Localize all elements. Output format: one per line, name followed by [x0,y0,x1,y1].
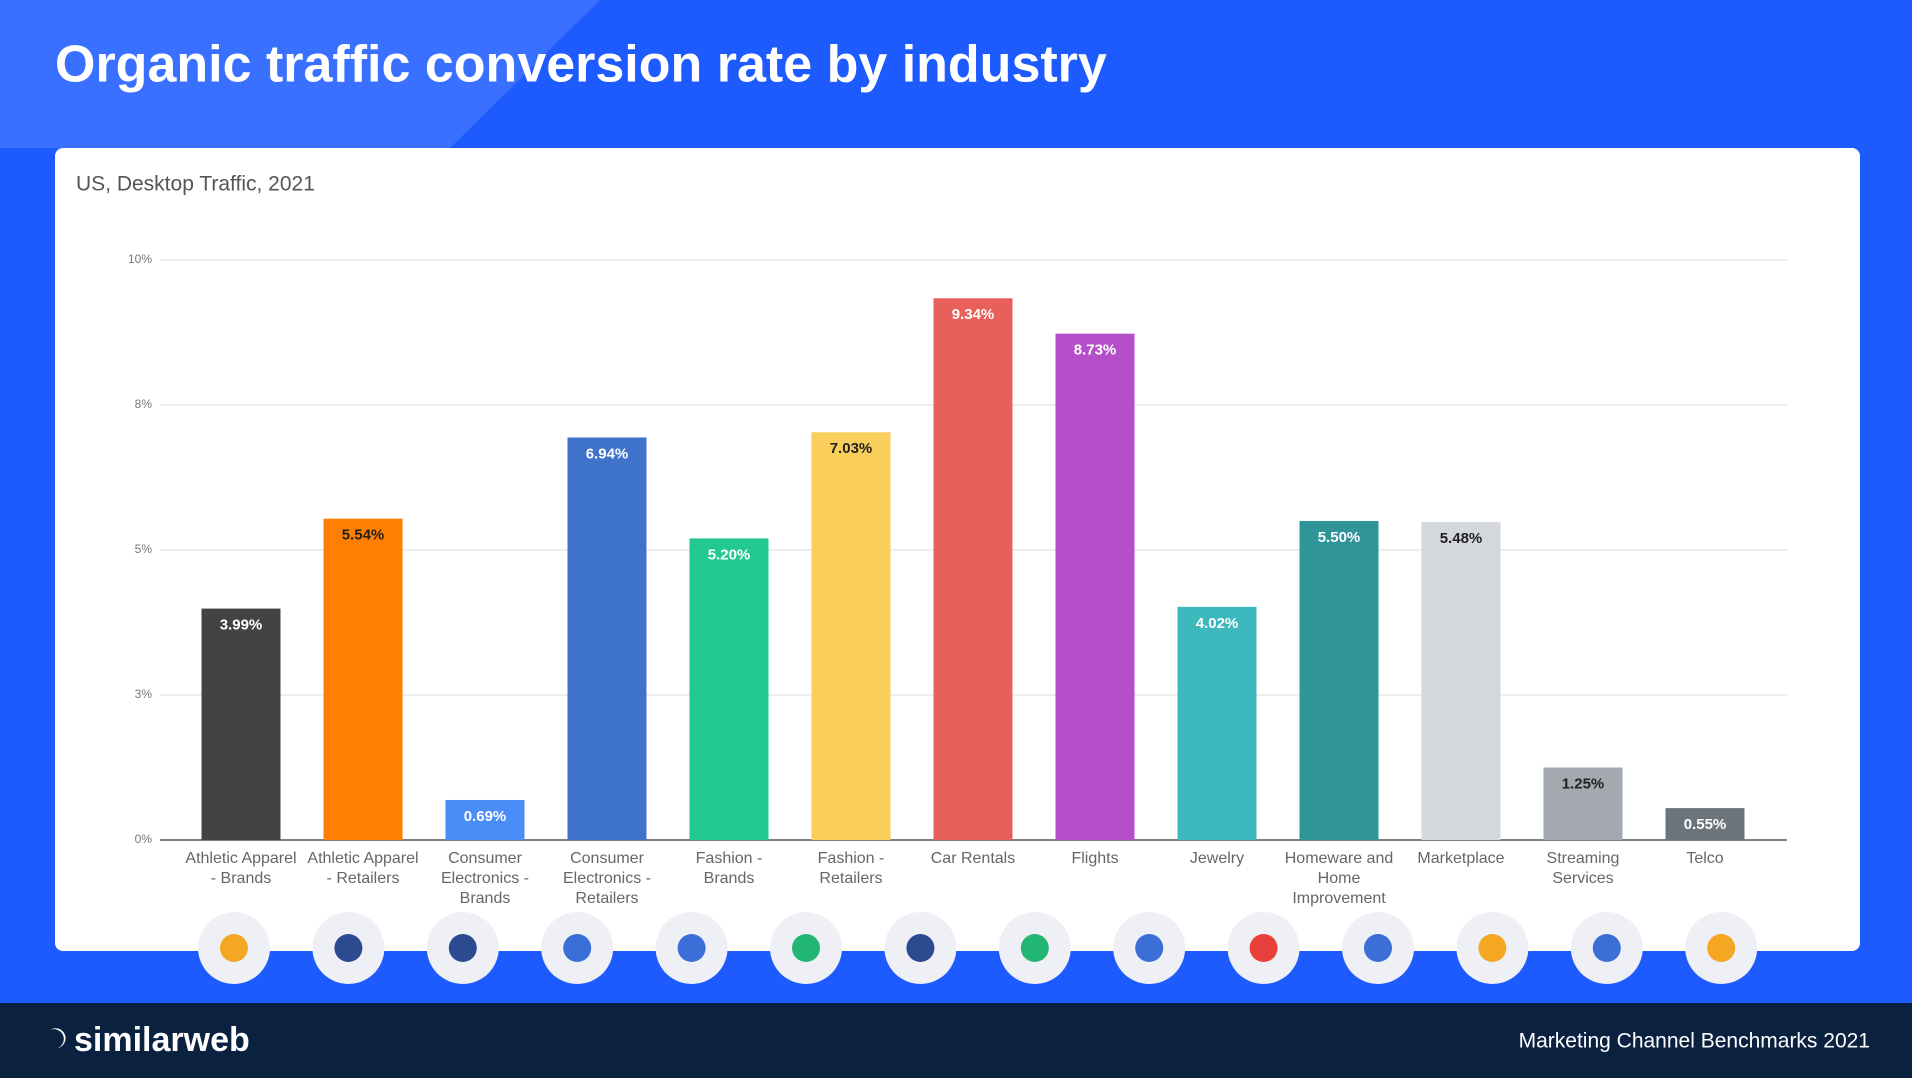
value-label: 4.02% [1196,615,1239,632]
value-label: 1.25% [1562,775,1605,792]
y-tick-label: 8% [135,397,153,411]
bar [323,518,403,840]
bar [445,799,525,840]
y-tick-label: 5% [135,542,153,556]
bar [201,608,281,840]
bar [1665,808,1745,840]
value-label: 5.20% [708,546,751,563]
value-label: 6.94% [586,445,629,462]
x-tick-label: Athletic Apparel - Brands [185,850,297,887]
x-tick-label: Fashion - Retailers [817,850,885,887]
icons [198,912,1758,984]
x-tick-label: Consumer Electronics - Retailers [562,850,652,907]
bar [1421,522,1501,840]
x-tick-label: Consumer Electronics - Brands [440,850,530,907]
value-label: 9.34% [952,306,995,323]
icon-glyph [1135,934,1164,962]
brand: similarweb [74,1021,250,1059]
footer-caption: Marketing Channel Benchmarks 2021 [1519,1030,1870,1053]
y-tick-label: 0% [135,832,153,846]
decor [0,0,600,148]
icon-glyph [1249,934,1278,962]
bar [1543,767,1623,840]
chart-title: Organic traffic conversion rate by indus… [55,36,1107,94]
x-tick-label: Jewelry [1189,850,1245,867]
icon-glyph [906,934,935,962]
icon-glyph [448,934,477,962]
chart-subtitle: US, Desktop Traffic, 2021 [76,173,315,196]
value-label: 5.54% [342,527,385,544]
footer [0,1003,1912,1078]
bar [1177,606,1257,840]
value-label: 7.03% [830,440,873,457]
x-tick-label: Fashion - Brands [695,850,763,887]
x-tick-label: Flights [1071,850,1119,867]
bar [689,538,769,840]
bar [811,432,891,840]
value-label: 5.48% [1440,530,1483,547]
bar [1055,333,1135,840]
value-label: 0.69% [464,808,507,825]
icon-glyph [1020,934,1049,962]
bar [1299,521,1379,840]
x-tick-label: Marketplace [1417,850,1505,867]
value-label: 3.99% [220,617,263,634]
icon-glyph [792,934,820,962]
bar [567,437,647,840]
icon-glyph [563,934,592,962]
icon-glyph [1478,934,1507,962]
icon-glyph [220,934,248,962]
x-tick-label: Telco [1686,850,1724,867]
y-tick-label: 10% [128,252,152,266]
x-tick-label: Homeware and Home Improvement [1284,850,1394,907]
x-tick-label: Car Rentals [930,850,1016,867]
value-label: 8.73% [1074,342,1117,359]
value-label: 5.50% [1318,529,1361,546]
icon-glyph [1592,934,1621,962]
icon-glyph [334,934,363,962]
x-tick-label: Athletic Apparel - Retailers [307,850,419,887]
icon-glyph [677,934,706,962]
icon-glyph [1707,934,1736,962]
x-tick-label: Streaming Services [1546,850,1620,887]
value-label: 0.55% [1684,816,1727,833]
y-tick-label: 3% [135,687,153,701]
bar [933,298,1013,840]
icon-glyph [1364,934,1392,962]
